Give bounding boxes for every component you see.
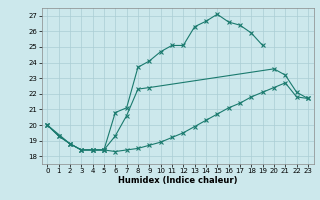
X-axis label: Humidex (Indice chaleur): Humidex (Indice chaleur) <box>118 176 237 185</box>
